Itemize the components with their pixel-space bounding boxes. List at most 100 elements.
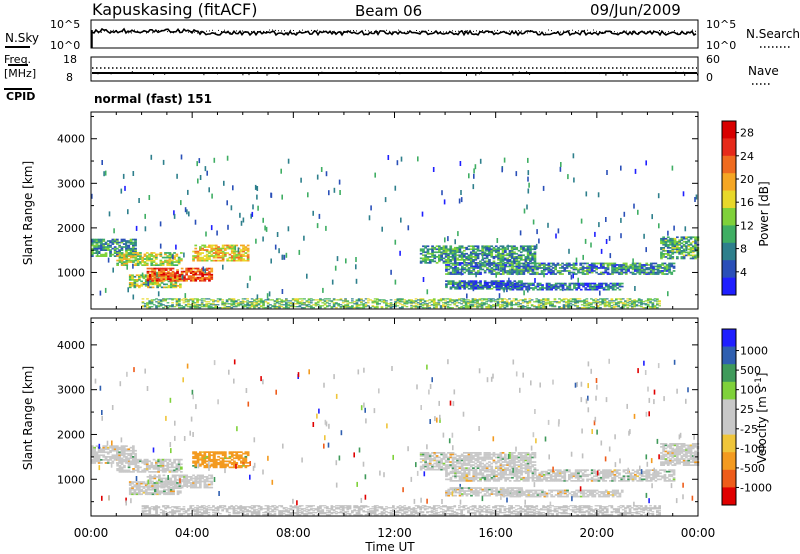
data-cell (230, 250, 234, 253)
data-cell (285, 307, 288, 309)
data-cell (480, 300, 484, 302)
noise-search-dot (644, 31, 645, 33)
data-cell (280, 300, 284, 302)
data-cell (100, 253, 103, 256)
data-cell (160, 269, 163, 271)
data-cell (141, 461, 144, 464)
data-cell (387, 303, 391, 305)
data-cell (579, 268, 583, 271)
data-cell (167, 285, 171, 287)
data-cell (574, 267, 578, 269)
data-cell (685, 246, 688, 251)
data-cell (403, 302, 407, 304)
data-cell (201, 247, 204, 250)
data-cell (125, 261, 129, 263)
data-cell (471, 305, 475, 307)
data-cell (122, 454, 126, 457)
data-cell (569, 307, 573, 309)
data-cell (196, 269, 200, 271)
data-cell (659, 264, 662, 266)
data-cell (618, 285, 622, 288)
data-cell (533, 271, 537, 274)
noise-search-dot (263, 30, 264, 32)
data-cell (580, 301, 584, 303)
data-cell (139, 261, 142, 263)
data-cell (446, 304, 450, 306)
data-cell (508, 268, 512, 271)
data-cell (551, 306, 554, 308)
data-cell (93, 454, 96, 457)
data-cell (512, 300, 516, 302)
data-cell (489, 299, 493, 301)
data-cell (153, 267, 157, 270)
data-cell (624, 264, 628, 266)
data-cell (232, 300, 236, 302)
data-cell (95, 452, 99, 455)
data-cell (176, 490, 180, 493)
freq-label-line1: Freq. (4, 53, 31, 66)
data-cell (171, 480, 175, 483)
data-cell (525, 282, 528, 285)
data-cell (113, 446, 117, 449)
data-cell (541, 284, 544, 286)
data-cell (194, 252, 198, 254)
data-cell (596, 305, 600, 307)
data-cell (653, 307, 657, 309)
data-cell (594, 302, 598, 304)
data-cell (185, 474, 188, 477)
data-cell (531, 257, 534, 260)
data-cell (470, 284, 473, 287)
data-cell (155, 460, 158, 463)
data-cell (464, 302, 468, 304)
data-cell (451, 280, 455, 282)
data-cell (495, 285, 499, 288)
data-cell (469, 254, 473, 257)
data-cell (234, 300, 238, 302)
data-cell (116, 264, 119, 266)
data-cell (483, 257, 487, 260)
data-cell (419, 262, 423, 264)
data-cell (389, 302, 393, 304)
data-cell (281, 289, 284, 294)
data-cell (382, 302, 386, 304)
data-cell (486, 286, 489, 289)
data-cell (457, 231, 459, 237)
data-cell (542, 306, 545, 308)
data-cell (289, 302, 293, 304)
data-cell (346, 306, 350, 308)
data-cell (433, 260, 437, 263)
data-cell (178, 483, 182, 486)
data-cell (164, 480, 168, 483)
data-cell (495, 267, 498, 269)
data-cell (93, 241, 96, 244)
data-cell (123, 261, 126, 263)
data-cell (501, 299, 504, 301)
data-cell (526, 251, 530, 254)
data-cell (120, 446, 124, 449)
data-cell (540, 270, 544, 272)
data-cell (146, 486, 150, 489)
data-cell (537, 300, 541, 302)
data-cell (453, 304, 457, 306)
data-cell (151, 272, 154, 274)
data-cell (129, 446, 133, 449)
data-cell (691, 251, 695, 254)
data-cell (169, 479, 173, 481)
noise-search-dot (581, 31, 582, 33)
data-cell (155, 485, 159, 487)
data-cell (266, 293, 269, 299)
data-cell (663, 270, 667, 272)
data-cell (226, 247, 229, 250)
data-cell (456, 267, 460, 269)
data-cell (492, 304, 495, 306)
data-cell (576, 306, 579, 308)
data-cell (694, 197, 696, 202)
data-cell (486, 284, 489, 287)
data-cell (166, 256, 170, 259)
data-cell (132, 456, 135, 458)
data-cell (203, 244, 207, 247)
data-cell (93, 252, 96, 254)
data-cell (600, 284, 604, 286)
data-cell (497, 262, 501, 265)
